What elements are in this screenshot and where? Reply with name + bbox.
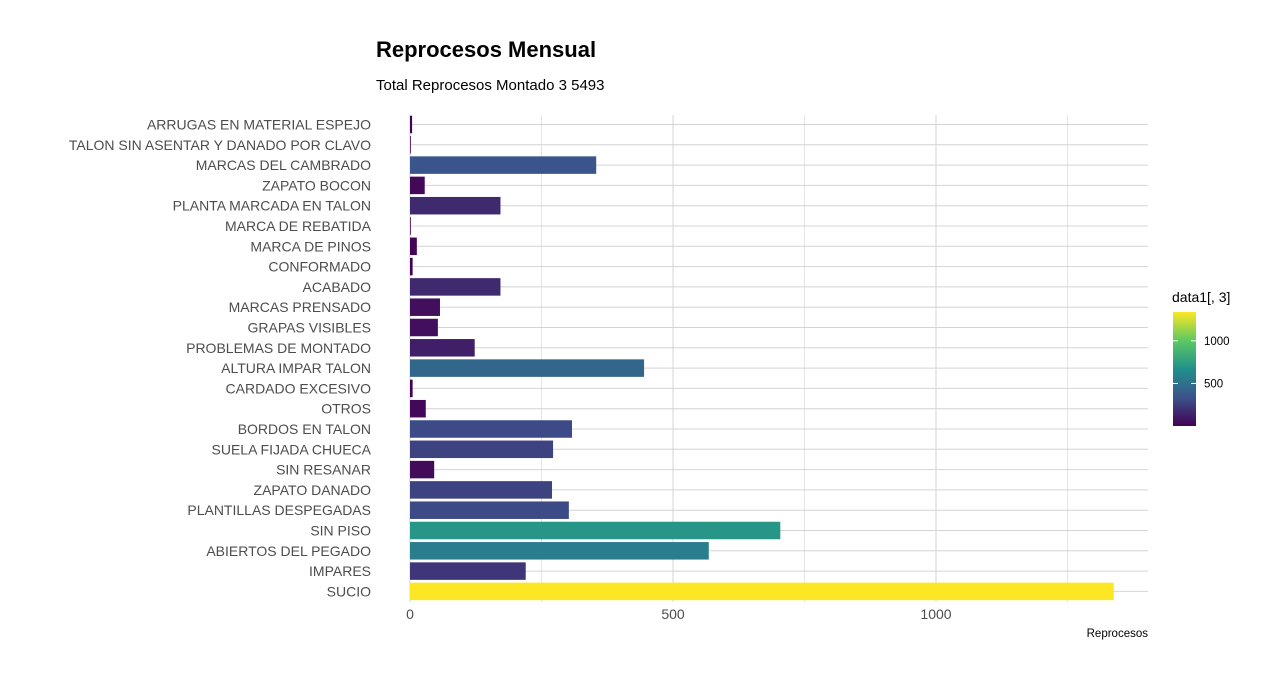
- color-legend: data1[, 3] 500 1000: [1172, 289, 1230, 426]
- bar: [410, 562, 526, 580]
- bar: [410, 156, 597, 174]
- x-tick-label: 500: [661, 606, 685, 622]
- category-label: MARCA DE REBATIDA: [225, 218, 372, 234]
- category-label: SIN RESANAR: [276, 462, 371, 478]
- bar: [410, 176, 425, 195]
- bar: [410, 440, 554, 459]
- category-label: CONFORMADO: [268, 259, 371, 275]
- category-label: ABIERTOS DEL PEGADO: [206, 543, 371, 559]
- category-label: OTROS: [321, 401, 371, 417]
- category-label: ACABADO: [303, 279, 372, 295]
- bar: [410, 237, 417, 256]
- bar: [410, 460, 435, 479]
- bar: [410, 481, 553, 499]
- bar: [410, 298, 440, 316]
- bar: [410, 339, 475, 357]
- bars: [410, 115, 1114, 601]
- bar: [410, 521, 781, 540]
- category-label: CARDADO EXCESIVO: [226, 380, 372, 396]
- category-label: ALTURA IMPAR TALON: [221, 360, 371, 376]
- bar: [410, 115, 413, 134]
- bar: [410, 501, 569, 519]
- category-label: TALON SIN ASENTAR Y DANADO POR CLAVO: [69, 137, 371, 153]
- category-label: PLANTILLAS DESPEGADAS: [187, 502, 371, 518]
- category-label: ARRUGAS EN MATERIAL ESPEJO: [147, 117, 371, 133]
- category-label: SUCIO: [327, 583, 371, 599]
- category-label: MARCA DE PINOS: [250, 238, 371, 254]
- legend-colorbar: [1173, 312, 1196, 426]
- chart-subtitle: Total Reprocesos Montado 3 5493: [376, 77, 604, 94]
- category-label: BORDOS EN TALON: [238, 421, 371, 437]
- bar: [410, 582, 1114, 601]
- bar: [410, 399, 426, 418]
- bar: [410, 420, 573, 438]
- category-label: PLANTA MARCADA EN TALON: [173, 198, 371, 214]
- category-label: PROBLEMAS DE MONTADO: [186, 340, 371, 356]
- x-axis-title: Reprocesos: [1087, 628, 1149, 640]
- bar: [410, 136, 411, 154]
- bar: [410, 318, 438, 337]
- bar: [410, 359, 645, 377]
- legend-tick-label: 500: [1204, 378, 1223, 390]
- x-tick-label: 0: [406, 606, 414, 622]
- category-label: SIN PISO: [310, 523, 371, 539]
- category-label: MARCAS PRENSADO: [229, 299, 371, 315]
- bar: [410, 217, 411, 235]
- chart-title: Reprocesos Mensual: [376, 37, 596, 62]
- x-tick-label: 1000: [920, 606, 951, 622]
- category-label: ZAPATO BOCON: [262, 177, 371, 193]
- bar: [410, 278, 501, 296]
- bar: [410, 196, 501, 215]
- category-labels: ARRUGAS EN MATERIAL ESPEJO TALON SIN ASEN…: [69, 117, 372, 600]
- category-label: ZAPATO DANADO: [254, 482, 372, 498]
- bar: [410, 379, 413, 398]
- category-label: GRAPAS VISIBLES: [248, 320, 371, 336]
- category-label: SUELA FIJADA CHUECA: [212, 441, 372, 457]
- category-label: MARCAS DEL CAMBRADO: [196, 157, 371, 173]
- x-tick-labels: 0 500 1000: [406, 606, 952, 622]
- category-label: IMPARES: [309, 563, 371, 579]
- legend-tick-label: 1000: [1204, 336, 1230, 348]
- bar: [410, 542, 709, 560]
- legend-title: data1[, 3]: [1172, 289, 1230, 305]
- grid: [409, 115, 1148, 602]
- bar: [410, 257, 413, 276]
